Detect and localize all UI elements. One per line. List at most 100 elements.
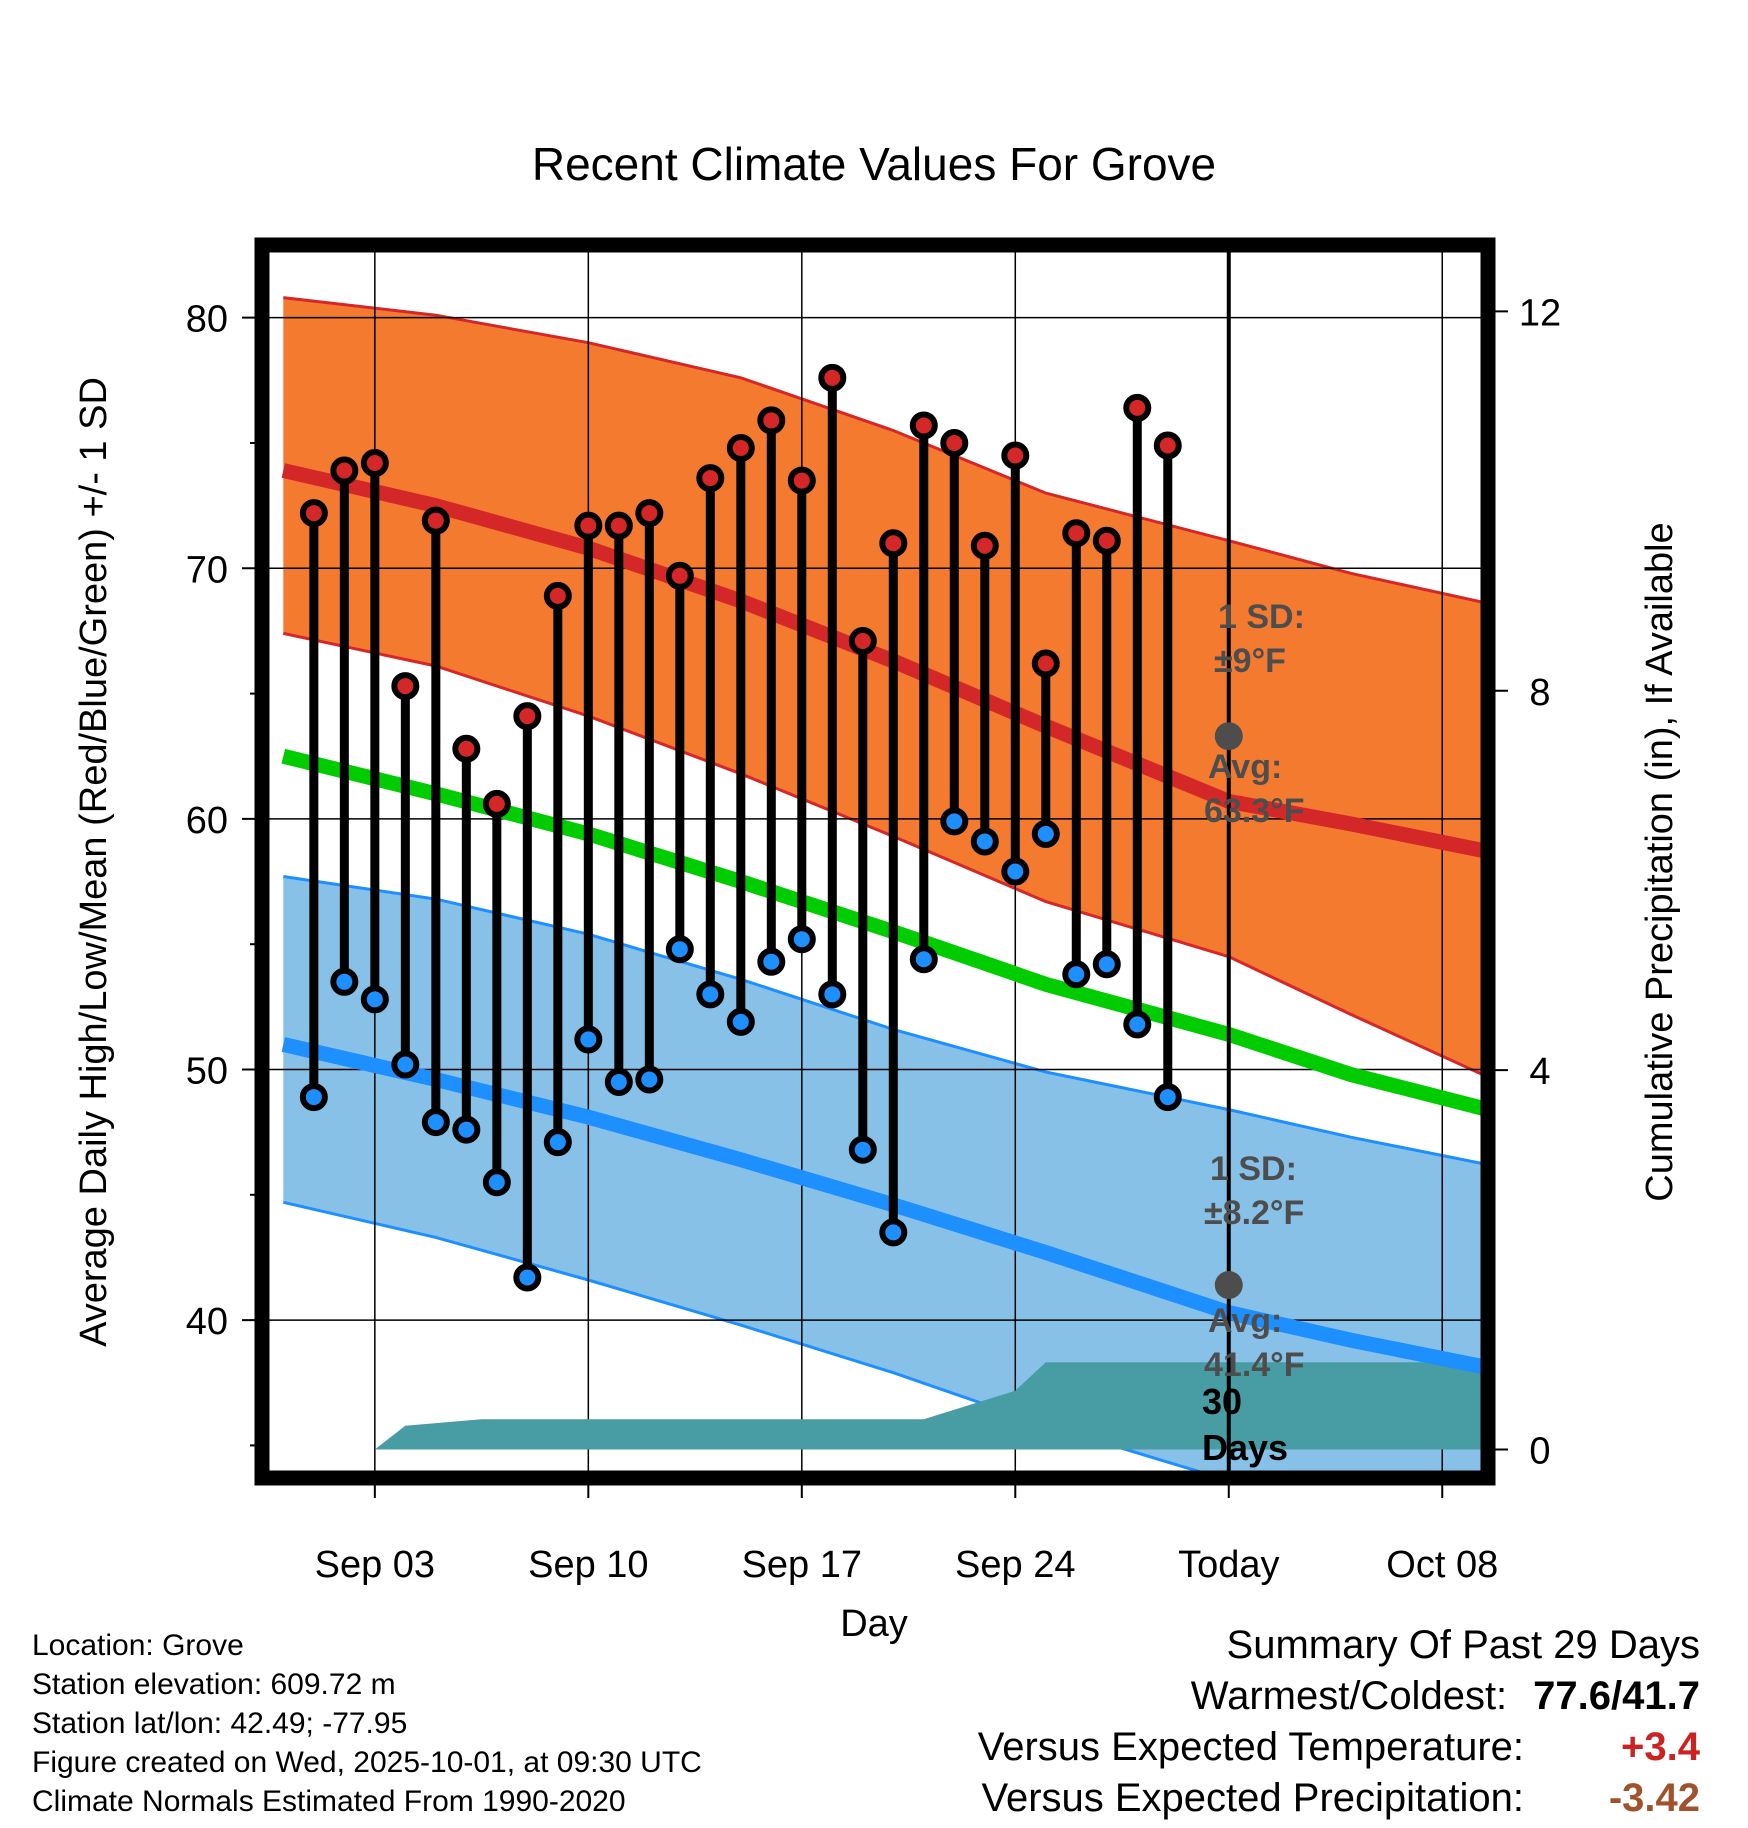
axis-ticks: 40 50 60 70 80 0 4 8 12 Sep 03 Sep 10 Sep 17 Sep 24 T… [186,292,1561,1586]
low-point [1123,1010,1152,1039]
location-line: Location: Grove [32,1629,244,1662]
high-point [1123,393,1152,422]
low-avg-value: 41.4°F [1204,1346,1305,1384]
y2-tick-label: 8 [1529,672,1550,714]
low-point [360,985,389,1014]
low-point [543,1128,572,1157]
high-sd-band [283,297,1488,1078]
summary-panel: Summary Of Past 29 Days Warmest/Coldest:… [978,1620,1700,1824]
y-tick-label: 40 [186,1301,228,1343]
high-avg-label: Avg: [1208,748,1282,786]
low-point [970,827,999,856]
low-point [940,807,969,836]
low-point [513,1263,542,1292]
y-tick-label: 60 [186,800,228,842]
high-point [1153,431,1182,460]
low-sd-label: 1 SD: [1210,1150,1297,1188]
temp-label: Versus Expected Temperature: [977,1725,1524,1769]
summary-precip-row: Versus Expected Precipitation: -3.42 [978,1773,1700,1824]
normals-line: Climate Normals Estimated From 1990-2020 [32,1785,626,1818]
high-point [604,511,633,540]
y-axis-title: Average Daily High/Low/Mean (Red/Blue/Gr… [73,377,115,1347]
y-tick-label: 50 [186,1051,228,1093]
elevation-line: Station elevation: 609.72 m [32,1668,396,1701]
low-point [665,935,694,964]
high-point [879,529,908,558]
high-point [1031,649,1060,678]
high-point [970,531,999,560]
high-avg-value: 63.3°F [1204,792,1305,830]
low-point [1001,857,1030,886]
low-point [1062,960,1091,989]
high-point [452,734,481,763]
low-point [1092,950,1121,979]
high-point [391,672,420,701]
low-point [848,1135,877,1164]
high-point [818,363,847,392]
high-point [757,406,786,435]
low-band-lower-edge [282,1200,1226,1478]
today-high-avg-marker [1214,722,1243,751]
warm-cold-label: Warmest/Coldest: [1190,1674,1508,1718]
days-count: 30 [1202,1381,1242,1422]
x-tick-label: Today [1178,1544,1279,1586]
low-point [330,967,359,996]
low-point [391,1050,420,1079]
y-tick-label: 70 [186,549,228,591]
x-tick-label: Sep 03 [315,1544,435,1586]
high-point [665,561,694,590]
high-point [360,449,389,478]
high-point [940,428,969,457]
y2-axis-title: Cumulative Precipitation (in), If Availa… [1639,522,1681,1201]
low-point [635,1065,664,1094]
low-point [879,1218,908,1247]
high-point [421,506,450,535]
x-tick-label: Sep 17 [742,1544,862,1586]
precipitation-layer [262,1362,1488,1450]
y2-tick-label: 4 [1529,1051,1550,1093]
high-point [1001,441,1030,470]
high-point [787,466,816,495]
low-point [299,1083,328,1112]
today-layer [1214,245,1243,1478]
latlon-line: Station lat/lon: 42.49; -77.95 [32,1707,408,1740]
low-point [818,980,847,1009]
high-point [1062,519,1091,548]
low-point [787,925,816,954]
chart-title: Recent Climate Values For Grove [532,138,1216,190]
today-low-avg-marker [1214,1271,1243,1300]
low-point [1031,819,1060,848]
low-point [482,1168,511,1197]
low-point [421,1108,450,1137]
low-sd-value: ±8.2°F [1204,1194,1304,1232]
observations-layer [299,363,1182,1292]
station-info: Location: Grove Station elevation: 609.7… [32,1626,702,1821]
high-sd-value: ±9°F [1214,642,1286,680]
x-tick-label: Sep 10 [528,1544,648,1586]
high-sd-label: 1 SD: [1218,598,1305,636]
low-point [726,1007,755,1036]
high-point [909,411,938,440]
annotations: 1 SD: ±9°F Avg: 63.3°F 1 SD: ±8.2°F Avg:… [1202,598,1305,1468]
days-word: Days [1202,1427,1288,1468]
high-point [543,581,572,610]
low-point [574,1025,603,1054]
high-point [696,464,725,493]
high-point [330,456,359,485]
high-point [726,433,755,462]
low-point [909,945,938,974]
precip-area [262,1362,1488,1450]
high-point [635,499,664,528]
high-point [513,702,542,731]
high-point [848,626,877,655]
warm-cold-value: 77.6/41.7 [1533,1674,1700,1718]
high-point [482,789,511,818]
low-point [604,1068,633,1097]
low-point [1153,1083,1182,1112]
temp-value: +3.4 [1621,1725,1700,1769]
y2-tick-label: 0 [1529,1431,1550,1473]
precip-value: -3.42 [1608,1776,1700,1820]
high-band-upper-edge [283,296,1488,605]
plot-frame [254,237,1496,1486]
